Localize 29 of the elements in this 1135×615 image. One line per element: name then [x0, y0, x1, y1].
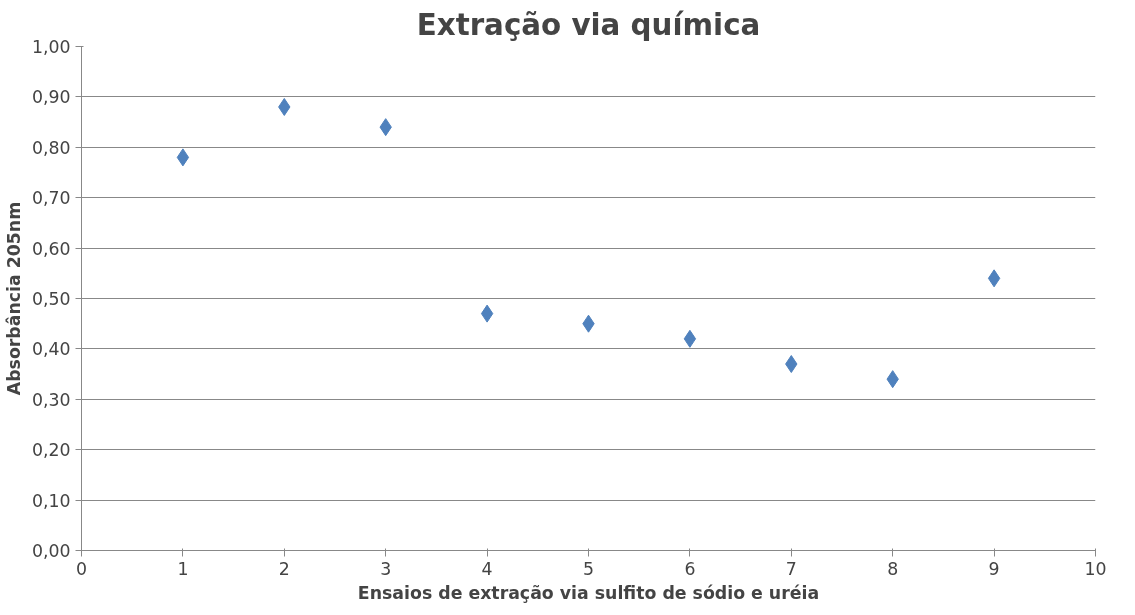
- x-tick-label: 7: [785, 558, 797, 579]
- x-tick-label: 4: [481, 558, 493, 579]
- y-tick-label: 0,70: [31, 188, 71, 209]
- point: [480, 304, 494, 323]
- y-tick-label: 0,30: [31, 389, 71, 410]
- y-tick-label: 0,40: [31, 339, 71, 360]
- y-axis-title: Absorbância 205nm: [3, 201, 24, 396]
- x-tick-label: 2: [278, 558, 290, 579]
- x-axis-title: Ensaios de extração via sulfito de sódio e uréia: [357, 582, 820, 603]
- chart-title: Extração via química: [416, 7, 761, 42]
- x-tick-label: 0: [75, 558, 88, 579]
- y-tick-label: 0,50: [31, 289, 71, 309]
- point: [683, 329, 697, 348]
- y-tick-label: 0,80: [31, 137, 71, 158]
- x-tick-label: 10: [1084, 558, 1107, 579]
- point: [176, 148, 190, 167]
- x-tick-label: 3: [380, 558, 392, 579]
- y-tick-label: 1,00: [31, 37, 71, 57]
- x-tick-label: 6: [684, 558, 696, 579]
- x-tick-label: 5: [582, 558, 595, 579]
- x-tick-label: 1: [177, 558, 189, 579]
- y-tick-label: 0,10: [31, 490, 71, 511]
- y-tick-label: 0,00: [31, 541, 71, 561]
- x-tick-label: 8: [887, 558, 899, 579]
- y-tick-label: 0,20: [31, 440, 71, 461]
- x-tick-label: 9: [988, 558, 1000, 579]
- point: [987, 269, 1001, 288]
- y-tick-label: 0,60: [31, 238, 71, 259]
- y-tick-label: 0,90: [31, 87, 71, 108]
